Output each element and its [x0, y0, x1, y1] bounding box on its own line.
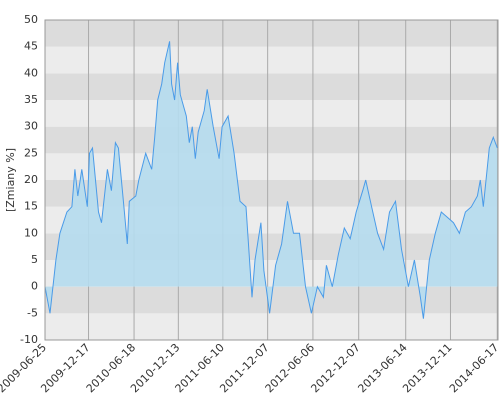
y-tick-label: 30 — [24, 120, 38, 133]
y-tick-label: 50 — [24, 13, 38, 26]
series-line — [44, 41, 498, 319]
x-tick-label: 2012-12-07 — [308, 341, 362, 395]
grid-band — [45, 100, 498, 127]
grid-band — [45, 313, 498, 340]
y-tick-label: 40 — [24, 66, 38, 79]
plot-border — [44, 19, 499, 341]
y-tick-label: 20 — [24, 173, 38, 186]
y-tick-label: -10 — [20, 333, 38, 346]
y-axis-label: [Zmiany %] — [4, 148, 17, 212]
grid-band — [45, 20, 498, 47]
y-tick-label: 10 — [24, 226, 38, 239]
y-tick-label: 0 — [31, 280, 38, 293]
x-tick-label: 2014-06-17 — [447, 341, 500, 395]
y-tick-label: -5 — [27, 306, 38, 319]
y-tick-label: 45 — [24, 40, 38, 53]
y-tick-label: 25 — [24, 146, 38, 159]
area-fill — [45, 41, 498, 319]
grid-band — [45, 46, 498, 74]
grid-band — [45, 126, 498, 154]
y-tick-label: 15 — [24, 200, 38, 213]
y-tick-label: 5 — [31, 253, 38, 266]
y-tick-label: 35 — [24, 93, 38, 106]
grid-band — [45, 73, 498, 100]
